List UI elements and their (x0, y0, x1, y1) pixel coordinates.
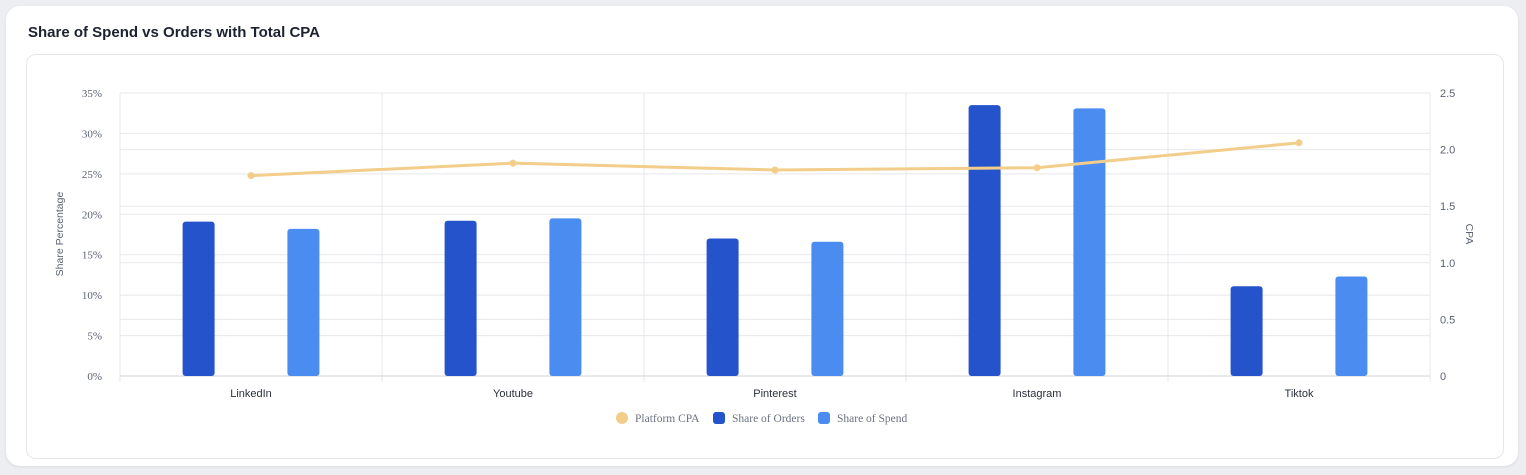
y-tick-label: 20% (82, 209, 102, 221)
y2-tick-label: 1.0 (1440, 258, 1455, 270)
spend-bar (1335, 276, 1368, 376)
cpa-point (247, 172, 255, 180)
spend-bar (811, 241, 844, 376)
y2-axis-title: CPA (1463, 224, 1475, 245)
cpa-line (247, 139, 1303, 180)
x-tick-label: Pinterest (753, 388, 796, 400)
y2-tick-label: 1.5 (1440, 201, 1455, 213)
chart-panel (26, 54, 1504, 459)
y-tick-label: 10% (82, 290, 102, 302)
x-tick-label: Youtube (493, 388, 533, 400)
right-axis: 0 0.5 1.0 1.5 2.0 2.5 (1440, 88, 1455, 383)
legend-label: Platform CPA (635, 413, 700, 425)
legend-swatch (713, 412, 725, 424)
legend-label: Share of Spend (837, 413, 908, 425)
x-tick-label: Instagram (1013, 388, 1062, 400)
card-title: Share of Spend vs Orders with Total CPA (28, 24, 320, 41)
cpa-point (771, 166, 779, 174)
orders-bar (444, 220, 477, 376)
legend-label: Share of Orders (732, 413, 805, 425)
y2-tick-label: 2.0 (1440, 145, 1455, 157)
spend-bar (287, 228, 320, 376)
orders-bar (1230, 286, 1263, 376)
left-axis: 0% 5% 10% 15% 20% 25% 30% 35% (82, 88, 102, 383)
y-tick-label: 30% (82, 128, 102, 140)
legend: Platform CPA Share of Orders Share of Spen… (616, 412, 908, 425)
y2-tick-label: 0.5 (1440, 314, 1455, 326)
legend-swatch (818, 412, 830, 424)
cpa-point (509, 159, 517, 167)
y-tick-label: 25% (82, 169, 102, 181)
cpa-point (1033, 164, 1041, 172)
spend-bar (1073, 108, 1106, 376)
y-tick-label: 35% (82, 88, 102, 100)
spend-bar (549, 218, 582, 376)
grid (119, 92, 1431, 382)
cpa-point (1295, 139, 1303, 147)
y2-tick-label: 2.5 (1440, 88, 1455, 100)
y-tick-label: 0% (87, 371, 102, 383)
category-labels: LinkedIn Youtube Pinterest Instagram Tiktok (230, 388, 1314, 400)
y-tick-label: 15% (82, 250, 102, 262)
orders-bar (182, 221, 215, 376)
orders-bar (706, 238, 739, 376)
x-tick-label: LinkedIn (230, 388, 272, 400)
y-tick-label: 5% (87, 331, 102, 343)
bars (182, 105, 1368, 376)
y2-tick-label: 0 (1440, 371, 1446, 383)
orders-bar (968, 105, 1001, 376)
x-tick-label: Tiktok (1285, 388, 1314, 400)
y-axis-title: Share Percentage (54, 192, 66, 277)
chart-card: Share of Spend vs Orders with Total CPA (6, 6, 1518, 466)
legend-swatch (616, 412, 628, 424)
